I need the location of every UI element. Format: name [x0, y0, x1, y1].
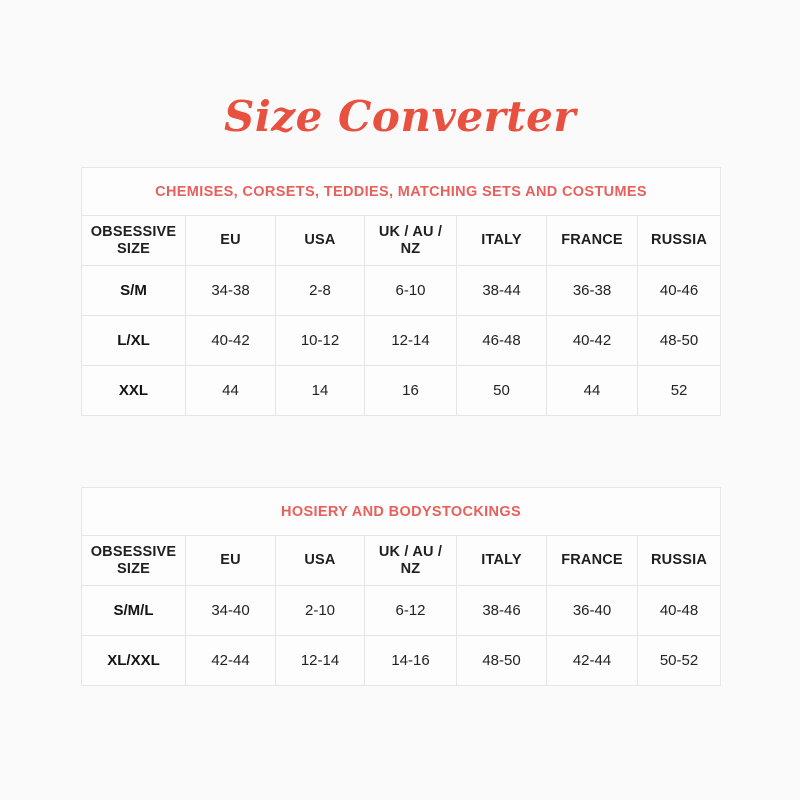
column-header-russia: RUSSIA [636, 535, 722, 586]
cell-france: 40-42 [546, 315, 638, 366]
cell-russia: 50-52 [636, 635, 722, 686]
column-header-uk-au-nz: UK / AU / NZ [364, 535, 457, 586]
cell-eu: 34-38 [185, 265, 276, 316]
cell-italy: 38-44 [456, 265, 547, 316]
column-header-italy: ITALY [456, 535, 547, 586]
table-row: L/XL 40-42 10-12 12-14 46-48 40-42 48-50 [81, 315, 722, 366]
table-row: S/M 34-38 2-8 6-10 38-44 36-38 40-46 [81, 265, 722, 316]
cell-russia: 52 [636, 365, 722, 416]
table-row: XL/XXL 42-44 12-14 14-16 48-50 42-44 50-… [81, 635, 722, 686]
column-header-uk-au-nz: UK / AU / NZ [364, 215, 457, 266]
column-header-usa: USA [275, 215, 365, 266]
cell-italy: 48-50 [456, 635, 547, 686]
cell-usa: 12-14 [275, 635, 365, 686]
cell-usa: 2-10 [275, 585, 365, 636]
cell-size-label: L/XL [81, 315, 186, 366]
cell-italy: 46-48 [456, 315, 547, 366]
cell-france: 36-38 [546, 265, 638, 316]
cell-eu: 40-42 [185, 315, 276, 366]
cell-france: 44 [546, 365, 638, 416]
cell-eu: 34-40 [185, 585, 276, 636]
table-header-row: OBSESSIVE SIZE EU USA UK / AU / NZ ITALY… [81, 535, 722, 586]
column-header-italy: ITALY [456, 215, 547, 266]
table-row: S/M/L 34-40 2-10 6-12 38-46 36-40 40-48 [81, 585, 722, 636]
size-table-chemises: CHEMISES, CORSETS, TEDDIES, MATCHING SET… [80, 167, 722, 416]
cell-uk-au-nz: 6-10 [364, 265, 457, 316]
cell-italy: 38-46 [456, 585, 547, 636]
cell-size-label: S/M/L [81, 585, 186, 636]
column-header-eu: EU [185, 215, 276, 266]
column-header-obsessive-size: OBSESSIVE SIZE [81, 535, 186, 586]
cell-russia: 48-50 [636, 315, 722, 366]
page-title: Size Converter [224, 92, 576, 141]
cell-france: 36-40 [546, 585, 638, 636]
cell-usa: 14 [275, 365, 365, 416]
section-title: HOSIERY AND BODYSTOCKINGS [80, 487, 722, 536]
section-title-row: HOSIERY AND BODYSTOCKINGS [80, 487, 722, 536]
cell-size-label: XXL [81, 365, 186, 416]
cell-italy: 50 [456, 365, 547, 416]
cell-uk-au-nz: 14-16 [364, 635, 457, 686]
cell-eu: 44 [185, 365, 276, 416]
cell-uk-au-nz: 16 [364, 365, 457, 416]
column-header-usa: USA [275, 535, 365, 586]
column-header-russia: RUSSIA [636, 215, 722, 266]
section-title: CHEMISES, CORSETS, TEDDIES, MATCHING SET… [80, 167, 722, 216]
cell-size-label: S/M [81, 265, 186, 316]
table-row: XXL 44 14 16 50 44 52 [81, 365, 722, 416]
column-header-eu: EU [185, 535, 276, 586]
cell-russia: 40-46 [636, 265, 722, 316]
table-header-row: OBSESSIVE SIZE EU USA UK / AU / NZ ITALY… [81, 215, 722, 266]
cell-usa: 2-8 [275, 265, 365, 316]
cell-eu: 42-44 [185, 635, 276, 686]
cell-usa: 10-12 [275, 315, 365, 366]
cell-france: 42-44 [546, 635, 638, 686]
size-table-hosiery: HOSIERY AND BODYSTOCKINGS OBSESSIVE SIZE… [80, 487, 722, 686]
cell-uk-au-nz: 12-14 [364, 315, 457, 366]
cell-size-label: XL/XXL [81, 635, 186, 686]
cell-russia: 40-48 [636, 585, 722, 636]
column-header-france: FRANCE [546, 535, 638, 586]
column-header-obsessive-size: OBSESSIVE SIZE [81, 215, 186, 266]
cell-uk-au-nz: 6-12 [364, 585, 457, 636]
section-title-row: CHEMISES, CORSETS, TEDDIES, MATCHING SET… [80, 167, 722, 216]
column-header-france: FRANCE [546, 215, 638, 266]
